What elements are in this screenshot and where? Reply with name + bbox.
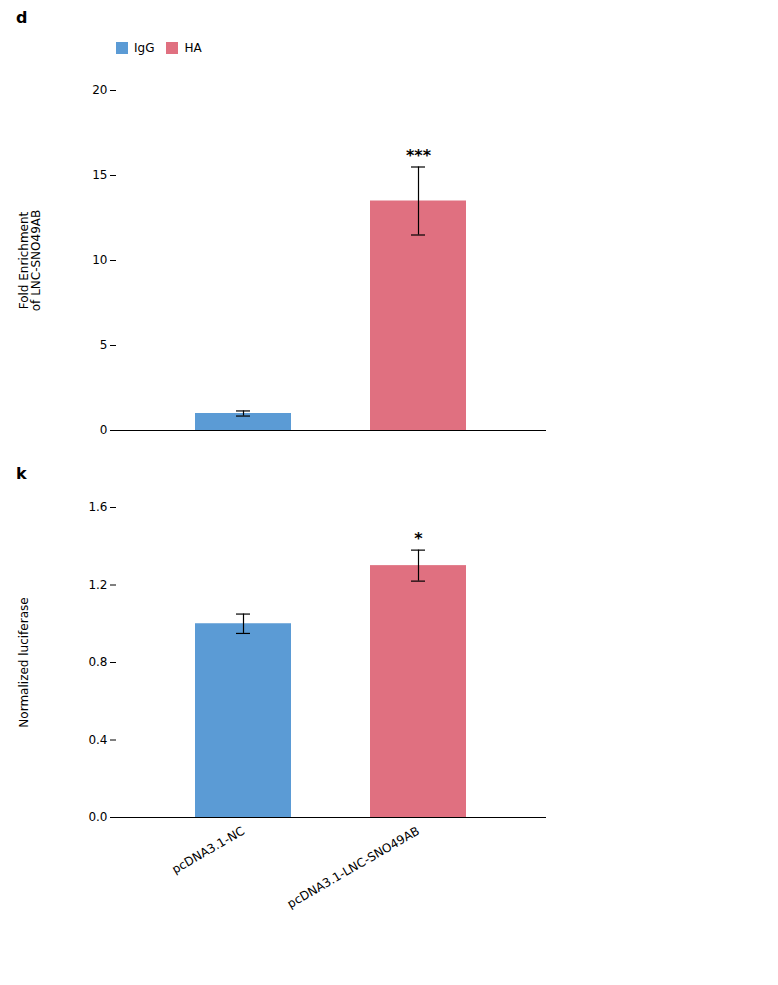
svg-text:pcDNA3.1-LNC-SNO49AB: pcDNA3.1-LNC-SNO49AB [285,824,422,911]
svg-text:20: 20 [92,83,107,97]
svg-text:0.8: 0.8 [88,655,107,669]
svg-text:1.6: 1.6 [88,500,107,514]
html-text:IgG: IgG [134,40,155,55]
html-text:HA: HA [184,40,202,55]
svg-text:Normalized luciferase: Normalized luciferase [17,597,31,727]
svg-text:pcDNA3.1-NC: pcDNA3.1-NC [169,824,247,877]
svg-text:***: *** [406,146,432,165]
svg-text:5: 5 [100,338,108,352]
svg-text:10: 10 [92,253,107,267]
svg-text:0.0: 0.0 [88,810,107,824]
html-text:k: k [16,464,27,483]
html-text:d: d [16,8,28,27]
svg-text:0.4: 0.4 [88,733,107,747]
svg-text:0: 0 [100,423,108,437]
svg-text:Fold Enrichmentof LNC-SNO49AB: Fold Enrichmentof LNC-SNO49AB [17,210,43,312]
svg-text:*: * [414,529,423,548]
svg-text:15: 15 [92,168,107,182]
svg-text:1.2: 1.2 [88,578,107,592]
